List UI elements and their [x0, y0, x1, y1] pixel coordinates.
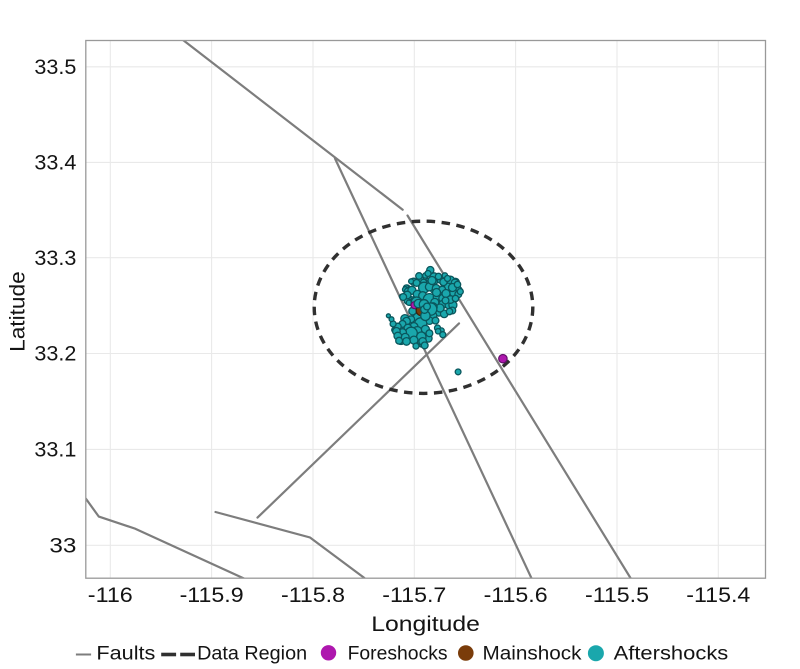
svg-text:-115.7: -115.7: [382, 584, 446, 607]
svg-text:Foreshocks: Foreshocks: [348, 644, 448, 665]
svg-text:33.2: 33.2: [34, 343, 76, 366]
svg-text:33.5: 33.5: [34, 56, 76, 79]
svg-text:-116: -116: [88, 584, 133, 607]
svg-text:33.3: 33.3: [34, 247, 76, 270]
svg-text:Aftershocks: Aftershocks: [614, 644, 729, 665]
svg-text:33: 33: [49, 535, 76, 558]
svg-text:Latitude: Latitude: [7, 271, 30, 352]
svg-text:Data Region: Data Region: [197, 644, 307, 665]
svg-text:-115.6: -115.6: [484, 584, 548, 607]
svg-text:-115.9: -115.9: [180, 584, 244, 607]
svg-text:-115.5: -115.5: [585, 584, 649, 607]
svg-text:33.4: 33.4: [34, 152, 76, 175]
svg-text:33.1: 33.1: [34, 439, 76, 462]
svg-text:Faults: Faults: [96, 644, 155, 665]
svg-text:-115.4: -115.4: [686, 584, 750, 607]
svg-text:-115.8: -115.8: [281, 584, 345, 607]
svg-text:Longitude: Longitude: [371, 613, 480, 636]
svg-text:Mainshock: Mainshock: [483, 644, 583, 665]
